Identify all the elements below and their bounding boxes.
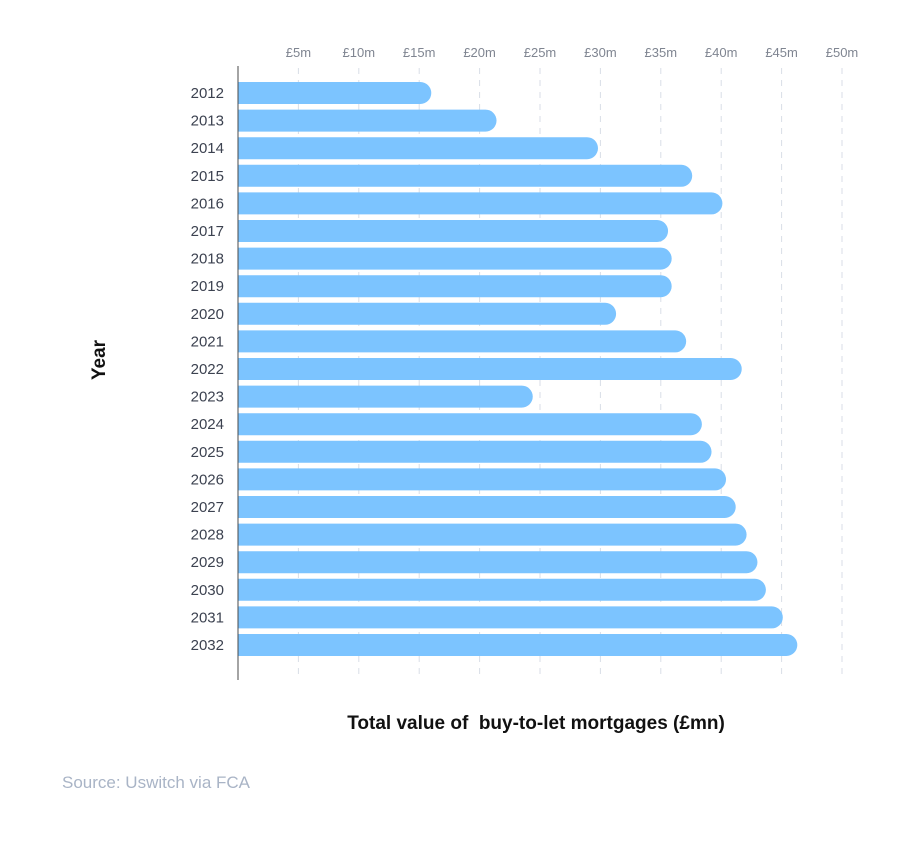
y-category-label: 2023 [191,389,224,406]
y-category-label: 2021 [191,333,224,350]
bar-2022 [238,358,742,380]
bar-2027 [238,496,736,518]
bar-2032 [238,634,798,656]
bar-2016 [238,192,723,215]
x-tick-label: £20m [463,45,496,60]
x-tick-labels: £5m £10m £15m £20m £25m £30m £35m £40m £45m £50m [286,45,859,60]
bar-2030 [238,578,766,601]
y-category-label: 2013 [191,113,224,130]
y-category-label: 2012 [191,85,224,102]
y-category-label: 2015 [191,168,224,185]
x-tick-label: £35m [645,45,678,60]
bar-2012 [238,82,432,104]
bar-2014 [238,137,598,160]
y-category-label: 2029 [191,554,224,571]
bar-2020 [238,302,617,325]
bars [238,82,798,656]
x-axis-title: Total value of buy-to-let mortgages (£mn… [347,713,725,734]
x-tick-label: £5m [286,45,311,60]
bar-2029 [238,551,758,574]
y-category-label: 2031 [191,609,224,626]
y-category-label: 2020 [191,306,224,323]
bar-2028 [238,523,747,546]
bar-2013 [238,109,497,132]
y-category-label: 2017 [191,223,224,240]
bar-2021 [238,330,687,353]
bar-2018 [238,247,672,270]
source-note: Source: Uswitch via FCA [62,773,250,792]
y-category-label: 2027 [191,499,224,516]
y-axis-title: Year [89,339,110,380]
bar-2024 [238,413,702,436]
bar-2023 [238,385,533,408]
x-tick-label: £30m [584,45,617,60]
y-category-label: 2025 [191,444,224,461]
bar-2019 [238,275,672,298]
y-category-label: 2026 [191,471,224,488]
y-category-labels: 2012 2013 2014 2015 2016 2017 2018 2019 2020 2021… [191,85,224,654]
x-tick-label: £45m [765,45,798,60]
bar-2031 [238,606,783,629]
y-category-label: 2028 [191,527,224,544]
y-category-label: 2014 [191,140,224,157]
y-category-label: 2022 [191,361,224,378]
bar-2025 [238,440,712,463]
bar-2015 [238,164,693,187]
x-tick-label: £25m [524,45,557,60]
y-category-label: 2024 [191,416,224,433]
y-category-label: 2032 [191,637,224,654]
x-tick-label: £40m [705,45,738,60]
y-category-label: 2018 [191,251,224,268]
y-category-label: 2016 [191,195,224,212]
y-category-label: 2030 [191,582,224,599]
x-tick-label: £15m [403,45,436,60]
x-tick-label: £50m [826,45,859,60]
bar-2017 [238,220,669,242]
bar-2026 [238,468,727,491]
y-category-label: 2019 [191,278,224,295]
x-tick-label: £10m [343,45,376,60]
